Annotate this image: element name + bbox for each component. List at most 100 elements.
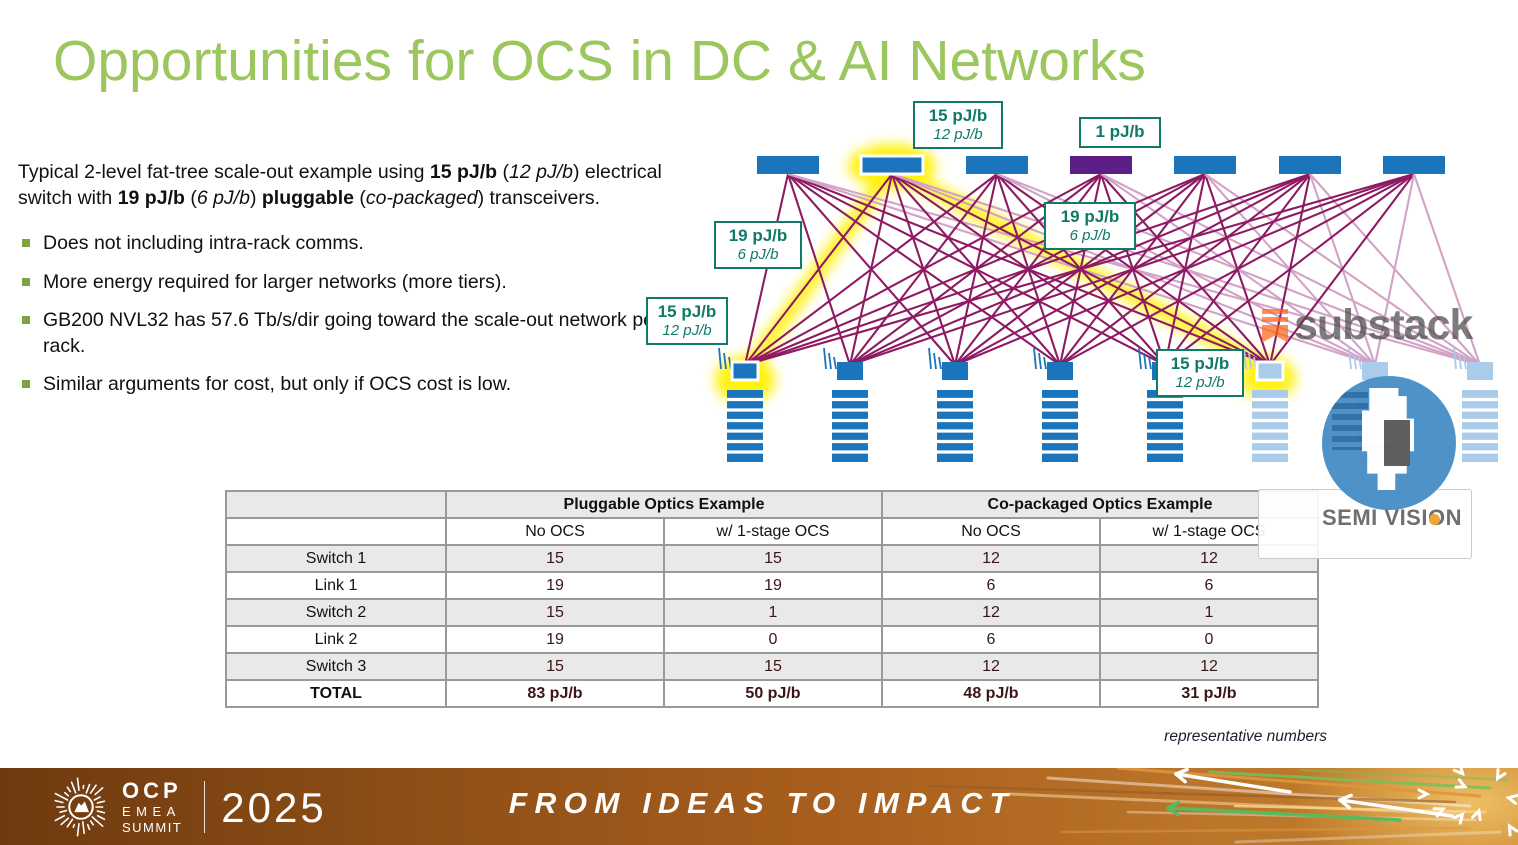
col-header: No OCS <box>881 517 1101 546</box>
arrow-head-icon <box>1174 772 1187 784</box>
spine-switch <box>966 156 1028 174</box>
table-sub-header-row: No OCS w/ 1-stage OCS No OCS w/ 1-stage … <box>225 517 1319 546</box>
burst-arrow-icon <box>1452 811 1465 825</box>
bullet-item: More energy required for larger networks… <box>18 270 670 295</box>
sunburst-ray <box>91 816 104 827</box>
server-rack <box>832 390 868 462</box>
streak-line <box>1298 768 1510 782</box>
cell-value: 1 <box>663 598 883 627</box>
link-line <box>1059 173 1415 366</box>
link-line <box>743 173 790 366</box>
group-header-pluggable: Pluggable Optics Example <box>445 490 883 519</box>
link-line <box>744 173 1311 366</box>
arrow-head-icon <box>1166 800 1181 810</box>
label-leaf-energy-left: 15 pJ/b 12 pJ/b <box>646 297 728 345</box>
group-header-copackaged: Co-packaged Optics Example <box>881 490 1319 519</box>
sunburst-ray <box>96 814 106 821</box>
leaf-tick-icon <box>1043 356 1047 370</box>
burst-arrow-icon <box>1505 793 1518 805</box>
streak-line <box>1208 770 1492 790</box>
spine-switch <box>1383 156 1445 174</box>
leaf-switch <box>942 362 968 380</box>
server-rack <box>937 390 973 462</box>
cell-value: 12 <box>881 652 1101 681</box>
cell-value: 12 <box>881 544 1101 573</box>
table-row: Switch 1 15 15 12 12 <box>225 544 1319 573</box>
cell-value: 15 <box>445 544 665 573</box>
link-line <box>744 173 998 366</box>
bullet-square-icon <box>22 277 30 286</box>
sunburst-ray <box>96 810 106 814</box>
sunburst-ray <box>94 787 104 796</box>
sunburst-ray <box>54 792 69 801</box>
label-spine-switch-energy: 15 pJ/b 12 pJ/b <box>913 101 1003 149</box>
cell-value: 15 <box>445 598 665 627</box>
cell-value: 19 <box>663 571 883 600</box>
intro-paragraph: Typical 2-level fat-tree scale-out examp… <box>18 161 662 209</box>
label-link-energy-mid: 19 pJ/b 6 pJ/b <box>1044 202 1136 250</box>
cell-value: 50 pJ/b <box>663 679 883 708</box>
bullet-item: Similar arguments for cost, but only if … <box>18 372 670 397</box>
cell-value: 31 pJ/b <box>1099 679 1319 708</box>
leaf-tick-icon <box>1353 352 1357 370</box>
table-row: Link 1 19 19 6 6 <box>225 571 1319 600</box>
sunburst-ray <box>59 809 68 813</box>
bullet-square-icon <box>22 316 30 325</box>
sunburst-ray <box>60 817 70 826</box>
burst-arrow-icon <box>1432 807 1447 818</box>
link-line <box>744 172 1415 367</box>
leaf-tick-icon <box>1248 352 1252 370</box>
bullet-text: Does not including intra-rack comms. <box>43 232 364 255</box>
cell-value: 6 <box>881 625 1101 654</box>
leaf-tick-icon <box>718 347 722 370</box>
arrow-head-icon <box>1174 768 1189 776</box>
sunburst-circle <box>68 794 94 820</box>
cell-value: 1 <box>1099 598 1319 627</box>
link-line <box>1373 173 1416 366</box>
corner-cell <box>225 490 447 519</box>
arrow-line <box>1174 772 1292 794</box>
cell-value: 15 <box>663 544 883 573</box>
leaf-tick-icon <box>1358 356 1362 370</box>
leaf-switch <box>730 360 760 382</box>
footer-banner: OCP EMEA SUMMIT 2025 FROM IDEAS TO IMPAC… <box>0 768 1518 845</box>
link-line <box>1413 173 1481 366</box>
cell-value: 6 <box>1099 571 1319 600</box>
label-link-energy-left: 19 pJ/b 6 pJ/b <box>714 221 802 269</box>
bullet-text: GB200 NVL32 has 57.6 Tb/s/dir going towa… <box>43 309 661 357</box>
substack-icon <box>1262 308 1288 343</box>
leaf-tick-icon <box>933 352 937 370</box>
leaf-tick-icon <box>1463 356 1467 370</box>
footer-tagline: FROM IDEAS TO IMPACT <box>508 788 1016 820</box>
arrow-line <box>1166 806 1402 822</box>
row-label: Switch 2 <box>225 598 447 627</box>
cell-value: 12 <box>1099 652 1319 681</box>
streak-line <box>1234 830 1502 844</box>
sunburst-ray <box>86 823 91 831</box>
bullet-list: Does not including intra-rack comms. More… <box>18 231 670 397</box>
streak-line <box>1060 826 1472 834</box>
leaf-tick-icon <box>1348 347 1352 370</box>
table-row: Link 2 19 0 6 0 <box>225 625 1319 654</box>
link-line <box>1269 173 1415 366</box>
spine-switch <box>1174 156 1236 174</box>
ocp-wordmark: OCP EMEA SUMMIT <box>122 778 183 835</box>
spine-switch <box>1279 156 1341 174</box>
row-label: Switch 3 <box>225 652 447 681</box>
sunburst-ray <box>72 823 76 829</box>
leaf-tick-icon <box>833 356 837 370</box>
table-group-header-row: Pluggable Optics Example Co-packaged Opt… <box>225 490 1319 519</box>
sunburst-ray <box>85 783 91 794</box>
text-column: Typical 2-level fat-tree scale-out examp… <box>18 160 670 410</box>
mountain-icon <box>74 801 89 813</box>
row-label: Switch 1 <box>225 544 447 573</box>
cell-value: 15 <box>663 652 883 681</box>
cell-value: 48 pJ/b <box>881 679 1101 708</box>
leaf-tick-icon <box>1453 347 1457 370</box>
cell-value: 0 <box>1099 625 1319 654</box>
cell-value: 19 <box>445 571 665 600</box>
col-header: No OCS <box>445 517 665 546</box>
semivision-wordmark: SEMI VISION <box>1322 505 1462 530</box>
